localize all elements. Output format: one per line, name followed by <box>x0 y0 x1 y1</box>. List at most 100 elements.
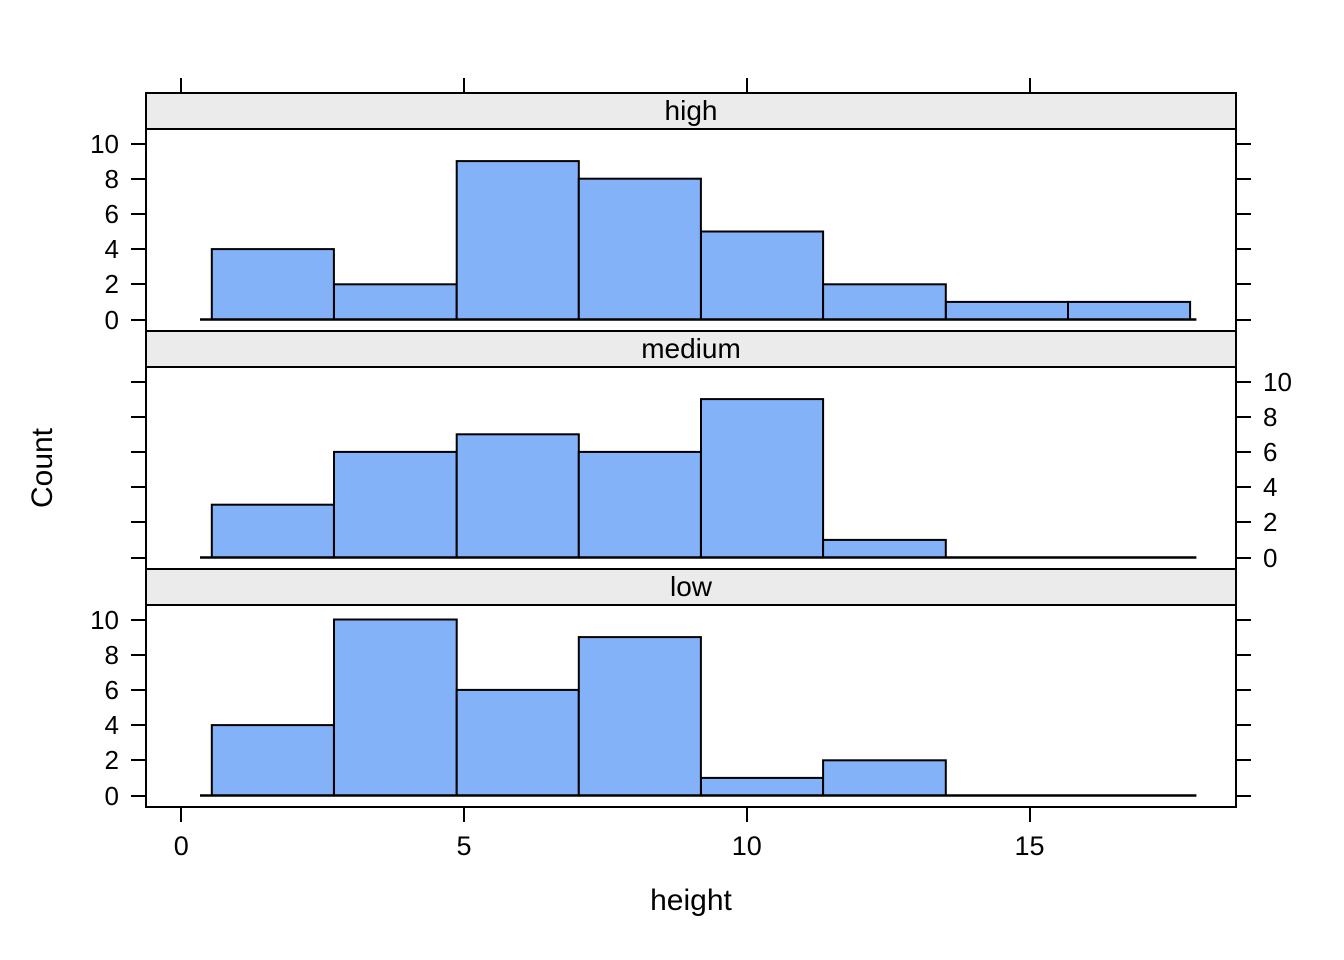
panel-strip-medium: medium <box>145 330 1237 368</box>
x-axis-tick-top <box>745 78 748 92</box>
histogram-bar <box>455 160 580 321</box>
x-axis-tick-bottom <box>1028 808 1031 822</box>
panel-strip-high: high <box>145 92 1237 130</box>
histogram-bar <box>455 688 580 797</box>
y-axis-tick-left <box>131 653 145 656</box>
y-axis-tick-label: 4 <box>104 710 119 741</box>
y-axis-tick-left <box>131 618 145 621</box>
strip-label-high: high <box>664 95 718 126</box>
y-axis-tick-left <box>131 450 145 453</box>
y-axis-tick-label: 6 <box>1263 436 1278 467</box>
panel-strip-low: low <box>145 568 1237 606</box>
y-axis-tick-right <box>1237 248 1251 251</box>
y-axis-tick-left <box>131 212 145 215</box>
y-axis-tick-label: 10 <box>90 604 119 635</box>
y-axis-tick-right <box>1237 142 1251 145</box>
y-axis-tick-label: 10 <box>90 128 119 159</box>
x-axis-tick-top <box>180 78 183 92</box>
y-axis-tick-left <box>131 688 145 691</box>
histogram-bar <box>1067 300 1192 321</box>
histogram-bar <box>455 433 580 559</box>
y-axis-tick-label: 0 <box>1263 542 1278 573</box>
y-axis-tick-right <box>1237 618 1251 621</box>
y-axis-tick-right <box>1237 724 1251 727</box>
y-axis-tick-right <box>1237 318 1251 321</box>
y-axis-tick-label: 4 <box>1263 472 1278 503</box>
y-axis-tick-right <box>1237 212 1251 215</box>
histogram-bar <box>944 300 1070 321</box>
strip-label-low: low <box>669 571 712 602</box>
panel-plot-area-high <box>200 160 1197 321</box>
y-axis-tick-label: 2 <box>1263 507 1278 538</box>
histogram-bar <box>210 248 335 321</box>
panel-plot-area-low <box>200 618 1197 797</box>
y-axis-tick-left <box>131 486 145 489</box>
y-axis-tick-right <box>1237 759 1251 762</box>
y-axis-tick-label: 6 <box>104 198 119 229</box>
y-axis-tick-left <box>131 794 145 797</box>
x-axis-tick-bottom <box>463 808 466 822</box>
x-axis-tick-label: 5 <box>456 831 472 861</box>
y-axis-tick-right <box>1237 283 1251 286</box>
histogram-bar <box>577 177 702 321</box>
y-axis-tick-label: 0 <box>104 304 119 335</box>
y-axis-tick-right <box>1237 177 1251 180</box>
y-axis-tick-label: 8 <box>104 163 119 194</box>
y-axis-tick-left <box>131 556 145 559</box>
y-axis-tick-label: 8 <box>1263 401 1278 432</box>
y-axis-tick-label: 4 <box>104 234 119 265</box>
y-axis-tick-right <box>1237 521 1251 524</box>
histogram-bar <box>210 503 335 559</box>
histogram-bar <box>822 538 947 559</box>
y-axis-tick-left <box>131 724 145 727</box>
histogram-bar <box>333 618 458 797</box>
x-axis-tick-label: 15 <box>1014 831 1045 861</box>
histogram-bar <box>700 398 825 559</box>
panel-high <box>145 128 1237 332</box>
y-axis-tick-right <box>1237 794 1251 797</box>
y-axis-tick-right <box>1237 380 1251 383</box>
y-axis-tick-label: 8 <box>104 639 119 670</box>
y-axis-title: Count <box>26 427 59 509</box>
x-axis-title: height <box>650 884 732 917</box>
x-axis-tick-bottom <box>745 808 748 822</box>
y-axis-tick-label: 10 <box>1263 366 1292 397</box>
y-axis-tick-left <box>131 177 145 180</box>
panel-low <box>145 604 1237 808</box>
x-axis-tick-label: 10 <box>731 831 762 861</box>
y-axis-tick-label: 2 <box>104 269 119 300</box>
histogram-bar <box>210 724 335 797</box>
x-axis-tick-bottom <box>180 808 183 822</box>
y-axis-tick-label: 6 <box>104 674 119 705</box>
x-axis-tick-top <box>463 78 466 92</box>
panel-plot-area-medium <box>200 398 1197 559</box>
y-axis-tick-left <box>131 248 145 251</box>
histogram-bar <box>822 283 947 321</box>
y-axis-tick-right <box>1237 486 1251 489</box>
histogram-bar <box>333 450 458 559</box>
histogram-bar <box>333 283 458 321</box>
y-axis-tick-right <box>1237 653 1251 656</box>
y-axis-tick-left <box>131 283 145 286</box>
histogram-bar <box>700 230 825 321</box>
y-axis-tick-right <box>1237 556 1251 559</box>
y-axis-tick-left <box>131 380 145 383</box>
y-axis-tick-label: 2 <box>104 745 119 776</box>
panel-medium <box>145 366 1237 570</box>
histogram-bar <box>577 636 702 797</box>
y-axis-tick-left <box>131 318 145 321</box>
y-axis-tick-left <box>131 521 145 524</box>
x-axis-tick-top <box>1028 78 1031 92</box>
y-axis-tick-left <box>131 415 145 418</box>
y-axis-tick-left <box>131 142 145 145</box>
strip-label-medium: medium <box>641 333 741 364</box>
y-axis-tick-right <box>1237 415 1251 418</box>
y-axis-tick-left <box>131 759 145 762</box>
histogram-bar <box>577 450 702 559</box>
histogram-bar <box>700 776 825 797</box>
y-axis-tick-right <box>1237 450 1251 453</box>
histogram-bar <box>822 759 947 797</box>
x-axis-tick-label: 0 <box>173 831 189 861</box>
y-axis-tick-label: 0 <box>104 780 119 811</box>
